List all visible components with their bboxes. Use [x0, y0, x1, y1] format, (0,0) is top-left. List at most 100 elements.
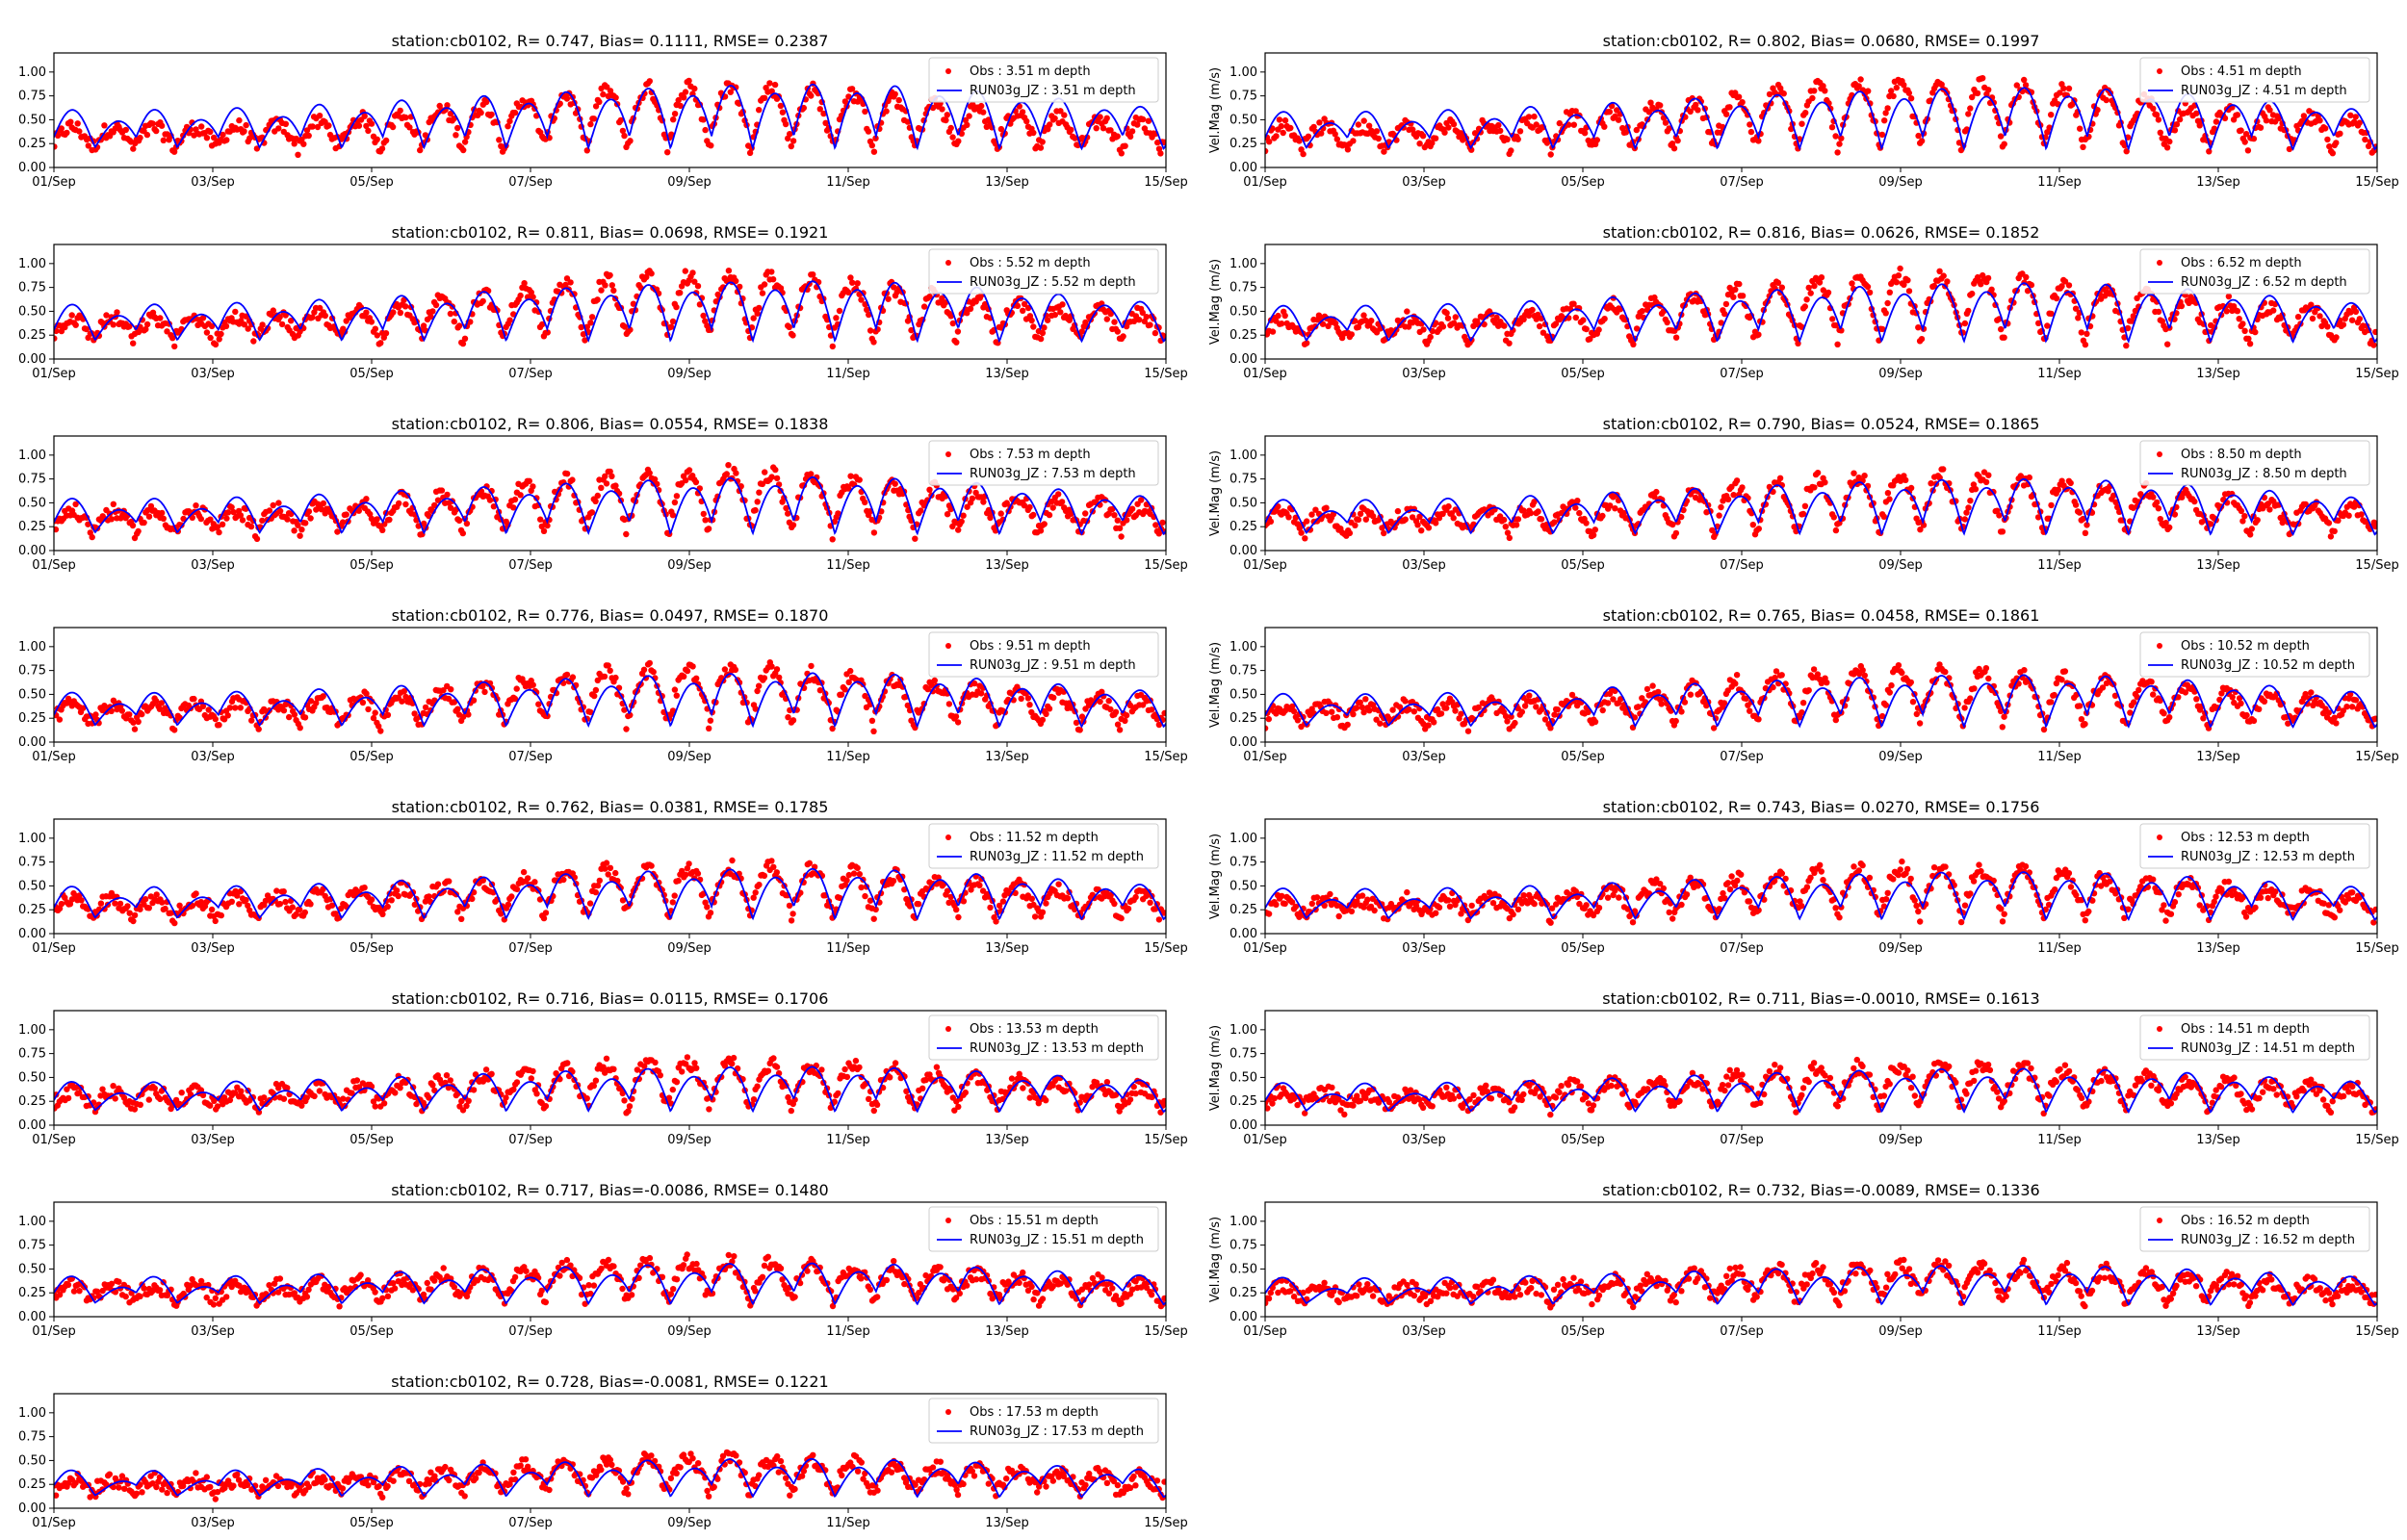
obs-point [1630, 341, 1637, 347]
obs-point [302, 520, 309, 526]
obs-point [2053, 295, 2060, 302]
obs-point [397, 309, 404, 317]
obs-point [958, 518, 965, 525]
obs-point [673, 692, 680, 699]
obs-point [2302, 500, 2309, 508]
obs-point [1915, 324, 1922, 331]
obs-point [646, 78, 653, 85]
obs-point [1985, 87, 1992, 93]
obs-point [1658, 701, 1665, 707]
obs-point [1275, 503, 1281, 510]
obs-point [865, 128, 872, 135]
obs-point [2238, 507, 2245, 515]
obs-point [511, 109, 519, 116]
obs-point [1154, 139, 1161, 146]
obs-point [1551, 711, 1558, 718]
obs-point [2372, 328, 2377, 336]
obs-point [1381, 529, 1387, 537]
obs-point [1788, 125, 1795, 133]
obs-point [275, 125, 282, 132]
obs-point [1333, 136, 1341, 142]
obs-point [2331, 527, 2338, 535]
obs-point [291, 527, 298, 534]
obs-point [2075, 315, 2082, 321]
obs-point [904, 702, 911, 709]
obs-point [776, 674, 783, 681]
obs-point [363, 122, 370, 130]
obs-point [317, 304, 324, 312]
obs-point [949, 523, 956, 530]
obs-point [608, 473, 615, 479]
x-tick-label: 15/Sep [2355, 558, 2398, 573]
obs-point [949, 134, 956, 141]
obs-point [1513, 522, 1520, 528]
obs-point [2057, 90, 2063, 96]
y-tick-label: 1.00 [1229, 65, 1257, 80]
obs-point [1375, 135, 1383, 142]
obs-point [1276, 116, 1283, 123]
obs-point [2080, 515, 2086, 523]
obs-point [1504, 718, 1511, 725]
obs-point [1021, 300, 1028, 308]
obs-point [463, 520, 471, 527]
obs-point [401, 688, 407, 695]
obs-point [762, 469, 768, 475]
obs-point [1037, 527, 1045, 534]
obs-point [789, 138, 797, 144]
obs-point [460, 146, 467, 154]
obs-point [929, 104, 937, 112]
obs-point [1905, 90, 1913, 96]
obs-point [131, 726, 139, 732]
obs-point [1048, 499, 1055, 505]
obs-point [1046, 511, 1053, 519]
obs-point [237, 705, 244, 711]
obs-point [126, 711, 133, 718]
obs-point [2208, 521, 2214, 527]
obs-point [587, 320, 594, 326]
obs-point [1832, 133, 1839, 140]
x-tick-label: 01/Sep [1243, 750, 1286, 764]
obs-point [947, 505, 954, 513]
obs-point [300, 141, 307, 147]
obs-point [2239, 321, 2246, 327]
obs-point [949, 320, 956, 327]
obs-point [1801, 502, 1809, 509]
obs-point [602, 473, 608, 479]
obs-point [1500, 516, 1508, 524]
y-tick-label: 0.75 [1229, 473, 1257, 487]
obs-point [103, 312, 110, 319]
y-tick-label: 1.00 [1229, 449, 1257, 463]
obs-point [833, 315, 840, 321]
obs-point [1599, 706, 1606, 714]
obs-point [681, 94, 687, 101]
obs-point [2072, 305, 2080, 312]
obs-point [197, 515, 204, 523]
obs-point [569, 476, 576, 483]
obs-point [1944, 278, 1951, 285]
obs-point [361, 113, 368, 119]
obs-point [241, 321, 247, 328]
legend-obs-label: Obs : 6.52 m depth [2181, 256, 2302, 270]
obs-point [1570, 300, 1577, 307]
obs-point [1857, 76, 1864, 83]
obs-point [952, 713, 960, 720]
obs-point [870, 148, 878, 155]
obs-point [253, 145, 261, 152]
x-tick-label: 15/Sep [1144, 750, 1187, 764]
obs-point [1967, 105, 1974, 112]
obs-point [1902, 476, 1909, 483]
obs-point [1308, 511, 1315, 518]
obs-point [1721, 700, 1728, 706]
obs-point [1710, 725, 1718, 732]
y-tick-label: 0.75 [1229, 664, 1257, 679]
obs-point [912, 535, 919, 542]
obs-point [297, 532, 303, 539]
obs-point [980, 499, 987, 505]
obs-point [137, 134, 143, 141]
obs-point [2150, 105, 2157, 113]
subplot-title: station:cb0102, R= 0.790, Bias= 0.0524, … [1603, 415, 2040, 433]
obs-point [1799, 510, 1807, 518]
obs-point [282, 120, 289, 127]
obs-point [2266, 506, 2273, 513]
obs-point [962, 116, 970, 124]
